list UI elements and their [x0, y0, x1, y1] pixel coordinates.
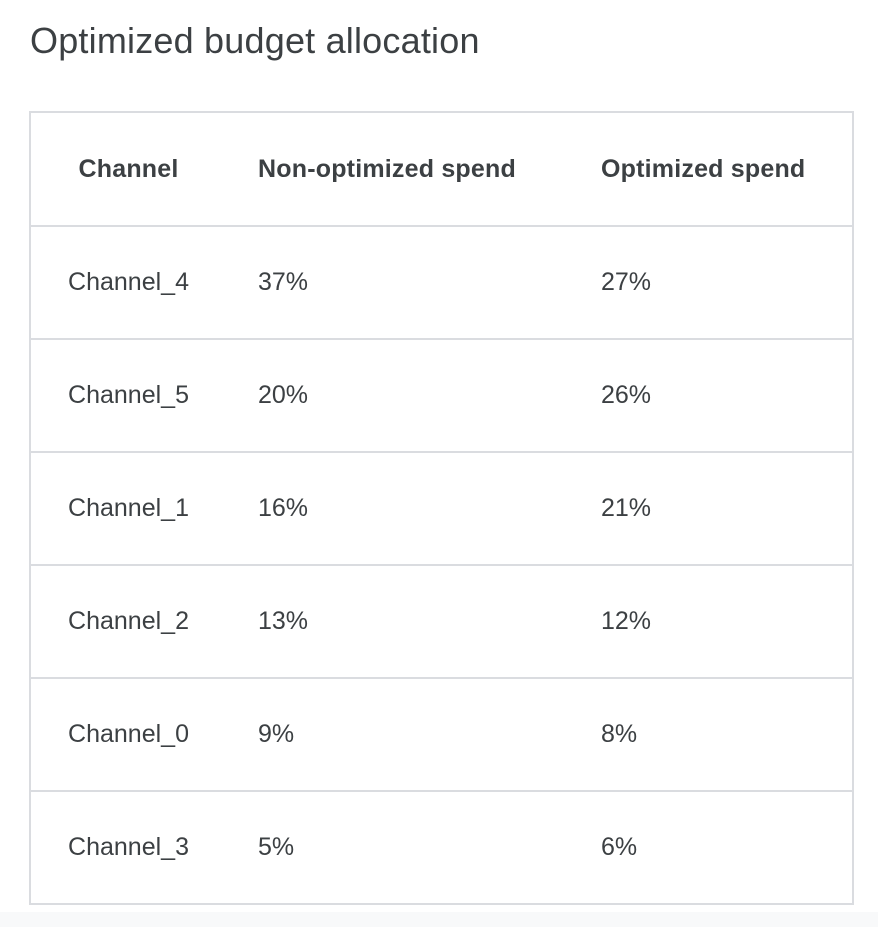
cell-channel: Channel_3	[68, 833, 189, 861]
header-row: Channel Non-optimized spend Optimized sp…	[30, 112, 853, 226]
cell-optimized-spend: 26%	[601, 381, 652, 409]
table-row: Channel_2 13% 12%	[30, 565, 853, 678]
budget-allocation-table: Channel Non-optimized spend Optimized sp…	[29, 111, 854, 905]
cell-channel: Channel_2	[68, 607, 189, 635]
footer-strip	[0, 912, 878, 927]
cell-optimized-spend: 6%	[601, 833, 638, 861]
column-header-non-optimized-spend: Non-optimized spend	[258, 154, 516, 183]
cell-optimized-spend: 21%	[601, 494, 652, 522]
cell-non-optimized-spend: 9%	[258, 720, 295, 748]
cell-channel: Channel_0	[68, 720, 189, 748]
table-row: Channel_5 20% 26%	[30, 339, 853, 452]
cell-non-optimized-spend: 16%	[258, 494, 309, 522]
table-header: Channel Non-optimized spend Optimized sp…	[30, 112, 853, 226]
table-body: Channel_4 37% 27% Channel_5 20% 26% Chan…	[30, 226, 853, 904]
cell-optimized-spend: 27%	[601, 268, 652, 296]
cell-non-optimized-spend: 5%	[258, 833, 295, 861]
cell-non-optimized-spend: 20%	[258, 381, 309, 409]
cell-channel: Channel_4	[68, 268, 189, 296]
table-row: Channel_4 37% 27%	[30, 226, 853, 339]
table-row: Channel_0 9% 8%	[30, 678, 853, 791]
cell-optimized-spend: 12%	[601, 607, 652, 635]
column-header-optimized-spend: Optimized spend	[601, 154, 806, 183]
page-title: Optimized budget allocation	[30, 20, 480, 61]
table-row: Channel_1 16% 21%	[30, 452, 853, 565]
table-container: Channel Non-optimized spend Optimized sp…	[29, 111, 854, 905]
cell-optimized-spend: 8%	[601, 720, 638, 748]
cell-non-optimized-spend: 13%	[258, 607, 309, 635]
table-row: Channel_3 5% 6%	[30, 791, 853, 904]
cell-non-optimized-spend: 37%	[258, 268, 309, 296]
cell-channel: Channel_5	[68, 381, 189, 409]
column-header-channel: Channel	[78, 154, 179, 183]
cell-channel: Channel_1	[68, 494, 189, 522]
